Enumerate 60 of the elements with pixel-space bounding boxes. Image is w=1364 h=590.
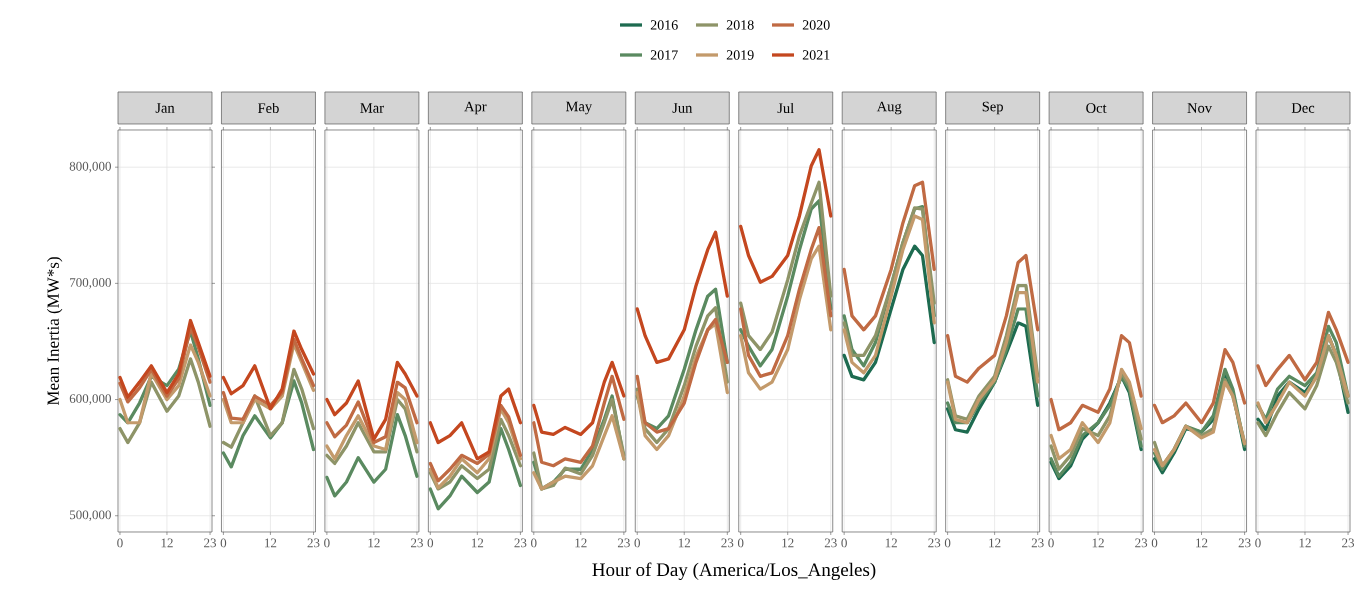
x-tick-label: 12 <box>575 538 587 548</box>
x-tick-label: 12 <box>161 538 173 548</box>
x-tick-label: 23 <box>1031 538 1044 548</box>
chart-title: Jul <box>777 102 794 114</box>
chart-title: Oct <box>1086 103 1107 113</box>
x-tick-label: 0 <box>944 538 951 548</box>
x-tick-label: 0 <box>324 538 330 548</box>
x-tick-label: 12 <box>678 538 691 548</box>
x-tick-label: 0 <box>427 538 434 548</box>
x-tick-label: 23 <box>617 538 630 548</box>
x-tick-label: 12 <box>1092 538 1104 548</box>
chart-title: Apr <box>464 101 487 115</box>
legend-label: 2019 <box>726 50 754 60</box>
x-tick-label: 0 <box>220 538 227 548</box>
x-tick-label: 23 <box>1135 538 1148 548</box>
chart-title: Jan <box>155 103 175 113</box>
x-tick-label: 0 <box>117 538 123 548</box>
chart-title: Feb <box>258 102 279 114</box>
x-tick-label: 0 <box>1255 538 1261 548</box>
chart-title: Nov <box>1187 103 1213 113</box>
x-tick-label: 23 <box>1342 538 1355 548</box>
x-tick-label: 12 <box>989 538 1001 548</box>
chart-title: Dec <box>1291 103 1315 113</box>
x-tick-label: 0 <box>737 538 744 548</box>
legend-label: 2020 <box>802 20 830 30</box>
x-tick-label: 12 <box>471 538 484 548</box>
chart-title: Jun <box>672 103 693 113</box>
y-axis-title: Mean Inertia (MW*s) <box>46 257 63 406</box>
x-tick-label: 0 <box>1151 538 1158 548</box>
x-tick-label: 12 <box>368 538 380 548</box>
x-tick-label: 0 <box>634 538 640 548</box>
y-tick-label: 600,000 <box>69 394 111 405</box>
x-tick-label: 23 <box>721 538 734 548</box>
legend-label: 2018 <box>726 20 754 30</box>
x-tick-label: 0 <box>841 538 847 548</box>
chart-title: Sep <box>982 101 1003 115</box>
x-axis-title: Hour of Day (America/Los_Angeles) <box>592 562 876 580</box>
y-tick-label: 800,000 <box>69 161 111 173</box>
y-tick-label: 700,000 <box>70 278 111 289</box>
x-tick-label: 12 <box>265 538 277 548</box>
x-tick-label: 0 <box>1048 538 1054 548</box>
x-tick-label: 12 <box>782 538 794 548</box>
x-tick-label: 23 <box>204 538 217 548</box>
x-tick-label: 23 <box>928 538 941 548</box>
x-tick-label: 23 <box>307 538 320 548</box>
x-tick-label: 23 <box>1238 538 1251 548</box>
x-tick-label: 12 <box>1299 538 1311 548</box>
legend-label: 2021 <box>802 50 830 60</box>
legend-label: 2016 <box>650 20 678 30</box>
x-tick-label: 12 <box>885 538 897 548</box>
x-tick-label: 23 <box>514 538 527 548</box>
x-tick-label: 23 <box>824 538 837 548</box>
y-tick-label: 500,000 <box>69 510 111 522</box>
x-tick-label: 12 <box>1196 538 1208 548</box>
chart-title: May <box>565 101 593 115</box>
chart-title: Aug <box>876 101 902 115</box>
legend-label: 2017 <box>650 50 678 60</box>
x-tick-label: 23 <box>411 538 423 548</box>
chart-title: Mar <box>360 103 384 113</box>
x-tick-label: 0 <box>531 538 537 548</box>
